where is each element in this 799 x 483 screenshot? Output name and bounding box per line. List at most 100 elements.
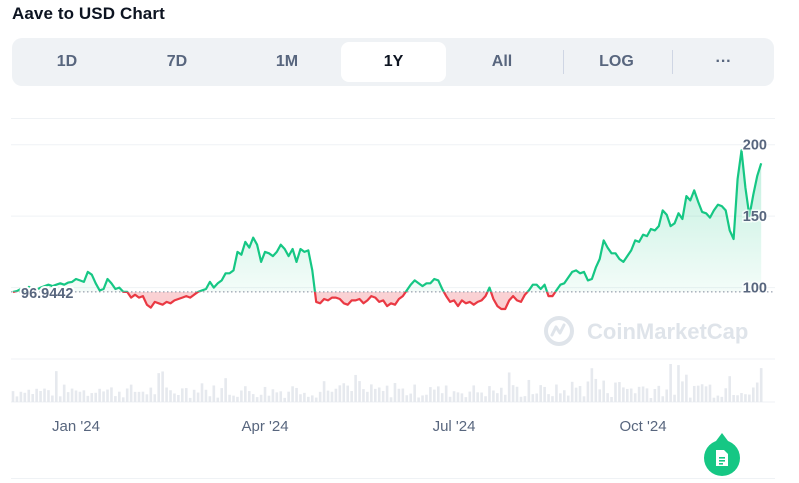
volume-bar: [350, 391, 353, 402]
volume-bar: [55, 371, 58, 402]
volume-bar: [700, 384, 704, 402]
volume-bar: [586, 381, 590, 402]
volume-bar: [275, 392, 279, 402]
volume-bar: [200, 383, 204, 402]
volume-bar: [70, 388, 74, 402]
volume-bar: [610, 397, 613, 402]
volume-bar: [578, 386, 582, 402]
tab-log[interactable]: LOG: [599, 53, 634, 70]
volume-bar: [338, 385, 342, 402]
volume-bar: [562, 390, 566, 402]
tab-1m[interactable]: 1M: [275, 53, 299, 70]
volume-bar: [295, 387, 298, 402]
volume-bar: [188, 397, 192, 402]
volume-bar: [86, 395, 90, 402]
tab-all[interactable]: All: [491, 53, 513, 70]
tab-more[interactable]: ···: [715, 53, 732, 70]
tab-7d[interactable]: 7D: [166, 53, 188, 70]
volume-bar: [523, 396, 527, 402]
volume-bar: [728, 376, 731, 402]
volume-bar: [47, 390, 50, 402]
volume-bar: [129, 384, 133, 402]
volume-bar: [318, 391, 322, 402]
page-title: Aave to USD Chart: [12, 4, 165, 23]
volume-bar: [744, 394, 747, 402]
volume-bar: [547, 394, 550, 402]
volume-bar: [405, 395, 409, 402]
volume-bar: [299, 394, 302, 402]
volume-bar: [165, 387, 168, 402]
volume-bar: [334, 388, 338, 402]
volume-bar: [492, 390, 495, 402]
volume-bar: [531, 394, 535, 402]
volume-bar: [385, 385, 389, 402]
volume-bar: [732, 394, 735, 402]
volume-bar: [425, 394, 428, 402]
volume-bar: [736, 395, 739, 402]
volume-bar: [181, 388, 184, 402]
tab-1d[interactable]: 1D: [56, 53, 78, 70]
y-tick-label: 200: [743, 138, 767, 154]
volume-bar: [515, 386, 519, 402]
volume-bar: [519, 396, 523, 402]
volume-bar: [752, 387, 755, 402]
volume-bar: [692, 385, 696, 402]
volume-bar: [618, 382, 621, 402]
volume-bar: [555, 384, 558, 402]
volume-bar: [464, 397, 468, 402]
volume-bar: [133, 391, 137, 402]
y-tick-label: 100: [743, 281, 767, 297]
volume-bar: [496, 393, 499, 402]
volume-bar: [15, 396, 19, 402]
volume-bar: [566, 395, 570, 402]
volume-bar: [582, 396, 586, 402]
volume-bar: [31, 394, 34, 402]
volume-bar: [23, 392, 27, 402]
timeframe-tabs: 1D 7D 1M 1Y All LOG ···: [12, 38, 774, 86]
volume-bar: [184, 388, 188, 402]
volume-bar: [78, 391, 82, 402]
price-chart[interactable]: CoinMarketCap 96.9442 100 150 200 Jan '24 Apr …: [11, 118, 775, 435]
volume-bar: [114, 396, 117, 402]
volume-bar: [267, 395, 271, 402]
volume-bar: [118, 391, 121, 402]
volume-bar: [342, 383, 346, 402]
volume-bar: [452, 391, 456, 402]
volume-bar: [755, 382, 759, 402]
volume-bar: [476, 392, 479, 402]
y-tick-label: 150: [743, 209, 767, 225]
volume-bar: [27, 389, 31, 402]
watermark-logo: [544, 316, 574, 346]
volume-bar: [507, 372, 511, 402]
volume-bar: [649, 397, 653, 402]
volume-bar: [661, 396, 665, 402]
volume-bar: [204, 389, 208, 402]
volume-bar: [598, 389, 602, 402]
volume-bar: [287, 391, 290, 402]
volume-bar: [90, 393, 94, 402]
volume-bar: [106, 389, 109, 402]
volume-bar: [244, 386, 247, 402]
volume-bar: [177, 394, 180, 402]
volume-bar: [665, 389, 668, 402]
volume-bar: [606, 393, 609, 402]
volume-bar: [240, 390, 243, 402]
volume-bar: [169, 390, 172, 402]
volume-bar: [716, 395, 720, 402]
volume-bar: [421, 395, 424, 402]
volume-bar: [192, 389, 196, 402]
volume-bar: [157, 373, 160, 402]
volume-bar: [224, 378, 227, 402]
volume-bar: [370, 384, 373, 402]
volume-bar: [397, 388, 401, 402]
volume-bar: [645, 388, 649, 402]
volume-bar: [94, 392, 97, 402]
volume-bar: [720, 396, 724, 402]
tab-1y[interactable]: 1Y: [341, 42, 446, 82]
volume-bar: [629, 388, 633, 402]
volume-bar: [263, 386, 267, 402]
volume-bar: [232, 395, 235, 402]
volume-bar: [251, 394, 255, 402]
notes-button[interactable]: [704, 440, 740, 476]
volume-bar: [58, 396, 62, 402]
